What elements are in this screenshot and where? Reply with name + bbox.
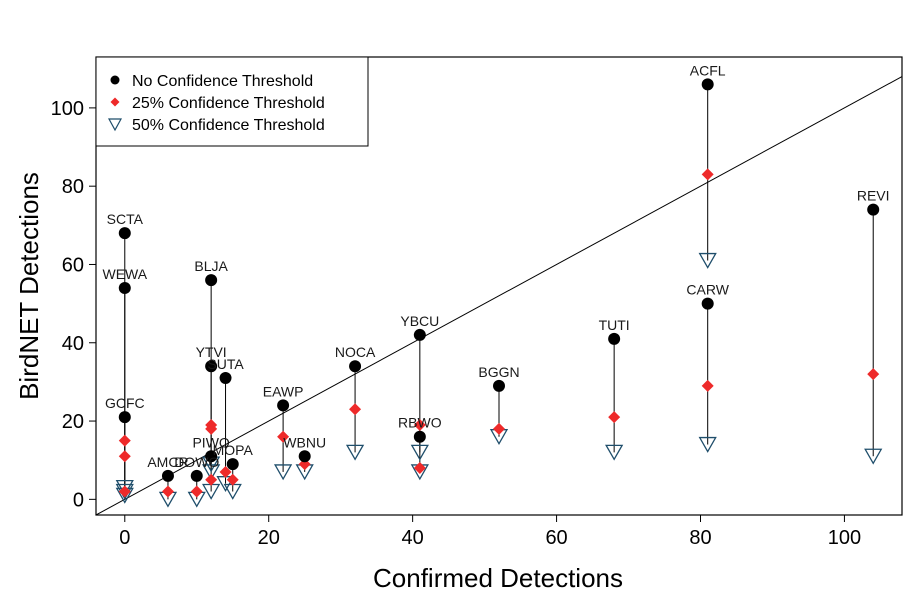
species-label: BGGN (478, 364, 519, 380)
data-point-c25 (493, 422, 505, 435)
data-point-none (701, 78, 714, 91)
data-point-none (867, 203, 880, 216)
y-tick-label: 80 (62, 176, 84, 198)
y-axis-title: BirdNET Detections (14, 172, 44, 400)
data-point-none (493, 379, 505, 392)
data-point-c25 (118, 485, 131, 498)
data-point-c25 (219, 465, 232, 478)
species-label: ACFL (690, 62, 726, 78)
x-tick-label: 0 (119, 527, 130, 549)
data-point-c25 (205, 422, 218, 435)
y-axis: 0 20 40 60 80 100 (51, 98, 96, 511)
x-tick-label: 80 (689, 527, 711, 549)
species-label: CARW (686, 282, 729, 298)
species-label: WBNU (283, 434, 326, 450)
species-label: MOPA (213, 442, 254, 458)
data-point-none (349, 360, 362, 373)
reference-line-layer (96, 76, 902, 515)
data-point-c25 (413, 418, 426, 431)
data-point-none (277, 399, 290, 412)
data-point-c50 (698, 252, 717, 269)
data-point-c25 (118, 450, 131, 463)
legend: No Confidence Threshold 25% Confidence Th… (95, 56, 369, 147)
y-tick-label: 40 (62, 333, 84, 355)
reference-line (96, 76, 902, 515)
species-label: GCFC (105, 395, 145, 411)
legend-label: 50% Confidence Threshold (132, 117, 325, 134)
data-point-none (608, 332, 621, 345)
y-tick-label: 100 (51, 98, 84, 120)
plot-frame (95, 56, 903, 516)
data-points (115, 78, 883, 508)
data-point-c25 (349, 403, 362, 416)
data-point-none (118, 281, 131, 294)
data-point-c25 (608, 411, 621, 424)
species-label: DOWO (174, 454, 219, 470)
data-point-c50 (410, 444, 429, 461)
y-tick-label: 20 (62, 411, 84, 433)
data-point-c50 (605, 444, 624, 461)
x-tick-label: 40 (402, 527, 424, 549)
species-label: BLJA (194, 258, 228, 274)
species-label: AMCR (147, 454, 188, 470)
y-tick-label: 0 (73, 489, 84, 511)
range-lines (124, 84, 874, 500)
species-label: TUTI (599, 317, 630, 333)
data-point-none (219, 371, 232, 384)
x-tick-label: 100 (828, 527, 861, 549)
legend-label: 25% Confidence Threshold (132, 95, 325, 112)
data-point-c25 (205, 473, 218, 486)
legend-box (95, 56, 369, 147)
data-point-none (413, 430, 426, 443)
data-point-none (298, 450, 311, 463)
data-point-c25 (277, 430, 290, 443)
legend-marker-triangle (107, 118, 123, 132)
x-tick-label: 20 (258, 527, 280, 549)
species-label: EAWP (263, 383, 304, 399)
x-axis-title: Confirmed Detections (373, 563, 623, 593)
data-point-c25 (190, 485, 203, 498)
data-point-c25 (226, 473, 239, 486)
legend-marker-circle (110, 75, 120, 85)
data-point-c25 (413, 462, 426, 475)
data-point-c25 (701, 168, 714, 181)
data-point-c25 (867, 368, 880, 381)
data-point-c50 (202, 464, 221, 481)
data-point-c50 (115, 479, 134, 496)
data-point-none (413, 328, 426, 341)
species-label: PIWO (192, 434, 229, 450)
data-point-none (205, 274, 218, 287)
species-label: YBCU (400, 313, 439, 329)
data-point-none (161, 469, 174, 482)
data-point-c50 (864, 448, 883, 465)
data-point-none (205, 360, 218, 373)
data-point-none (118, 227, 131, 240)
species-label: REVI (857, 188, 890, 204)
data-point-c50 (273, 464, 293, 481)
species-label: WEWA (102, 266, 147, 282)
species-label: SUTA (207, 356, 244, 372)
data-point-none (701, 297, 714, 310)
data-point-c25 (701, 379, 714, 392)
species-label: SCTA (107, 211, 144, 227)
x-tick-label: 60 (545, 527, 567, 549)
data-point-c50 (345, 444, 365, 461)
legend-label: No Confidence Threshold (132, 73, 313, 90)
y-tick-label: 60 (62, 254, 84, 276)
species-label: NOCA (335, 344, 376, 360)
legend-marker-diamond (110, 97, 120, 107)
data-point-none (118, 411, 131, 424)
data-point-none (205, 450, 218, 463)
x-axis: 0 20 40 60 80 100 (119, 515, 861, 549)
species-label: YTVI (196, 344, 227, 360)
species-label: RBWO (398, 415, 442, 431)
data-point-none (226, 458, 239, 471)
data-point-none (190, 469, 203, 482)
data-point-c25 (118, 434, 131, 447)
data-point-c50 (698, 436, 717, 453)
data-point-c25 (161, 485, 174, 498)
